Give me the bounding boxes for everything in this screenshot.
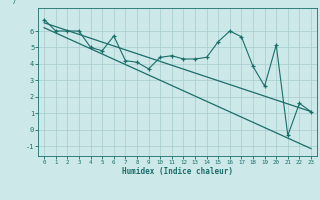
Text: 7: 7 [12, 0, 16, 5]
X-axis label: Humidex (Indice chaleur): Humidex (Indice chaleur) [122, 167, 233, 176]
